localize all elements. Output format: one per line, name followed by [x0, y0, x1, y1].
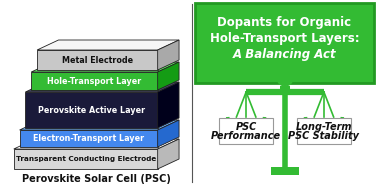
FancyBboxPatch shape	[195, 3, 375, 83]
Polygon shape	[31, 62, 179, 72]
Polygon shape	[20, 130, 158, 147]
Text: Performance: Performance	[211, 131, 281, 141]
Text: Hole-Transport Layers:: Hole-Transport Layers:	[210, 31, 359, 45]
Text: Hole-Transport Layer: Hole-Transport Layer	[47, 76, 142, 85]
Polygon shape	[14, 139, 179, 149]
Text: Electron-Transport Layer: Electron-Transport Layer	[33, 134, 144, 143]
Text: Transparent Conducting Electrode: Transparent Conducting Electrode	[15, 156, 156, 162]
Polygon shape	[271, 167, 299, 175]
Polygon shape	[158, 120, 179, 147]
Polygon shape	[158, 139, 179, 169]
Text: A Balancing Act: A Balancing Act	[233, 47, 336, 61]
Polygon shape	[31, 72, 158, 90]
Polygon shape	[37, 50, 158, 70]
Polygon shape	[14, 149, 158, 169]
Polygon shape	[158, 40, 179, 70]
Text: Perovskite Solar Cell (PSC): Perovskite Solar Cell (PSC)	[22, 174, 171, 184]
Polygon shape	[25, 82, 179, 92]
Circle shape	[277, 70, 293, 86]
Text: Perovskite Active Layer: Perovskite Active Layer	[38, 105, 145, 114]
Text: Dopants for Organic: Dopants for Organic	[217, 16, 352, 28]
Polygon shape	[37, 40, 179, 50]
Polygon shape	[25, 92, 158, 128]
Polygon shape	[158, 62, 179, 90]
Polygon shape	[280, 86, 290, 92]
FancyBboxPatch shape	[297, 118, 351, 144]
FancyBboxPatch shape	[219, 118, 273, 144]
Text: Long-Term: Long-Term	[296, 122, 352, 132]
Text: PSC: PSC	[235, 122, 257, 132]
Polygon shape	[20, 120, 179, 130]
Text: PSC Stability: PSC Stability	[288, 131, 359, 141]
Text: Metal Electrode: Metal Electrode	[62, 56, 133, 65]
Polygon shape	[158, 82, 179, 128]
